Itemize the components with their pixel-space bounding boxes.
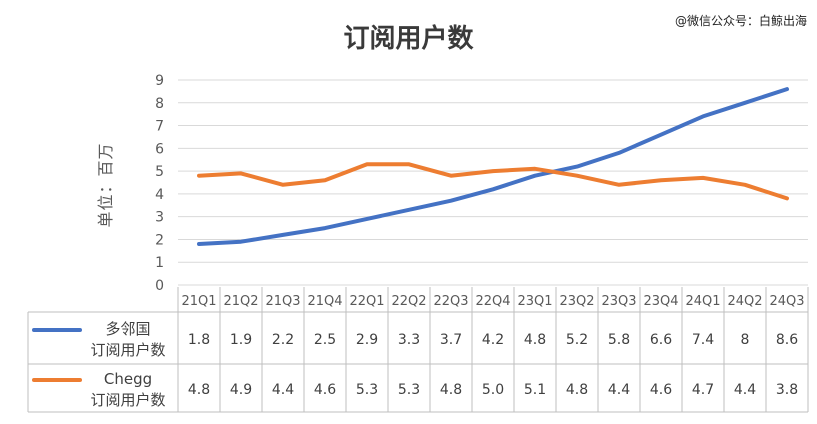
data-label: 5.1: [524, 382, 546, 398]
data-point: [408, 163, 410, 166]
data-label: 4.8: [440, 382, 462, 398]
data-label: 8: [741, 332, 750, 348]
y-tick-label: 4: [155, 187, 164, 203]
x-tick-label: 21Q1: [181, 294, 216, 309]
x-tick-label: 24Q2: [727, 294, 762, 309]
data-point: [366, 163, 368, 166]
x-tick-label: 21Q3: [265, 294, 300, 309]
data-label: 5.8: [608, 332, 630, 348]
data-label: 1.9: [230, 332, 252, 348]
y-tick-label: 5: [155, 164, 164, 180]
chart-title: 订阅用户数: [343, 24, 474, 54]
data-point: [660, 133, 662, 136]
data-point: [324, 179, 326, 182]
data-point: [492, 188, 494, 191]
data-point: [408, 209, 410, 211]
data-label: 1.8: [188, 332, 210, 348]
legend-label: 订阅用户数: [90, 391, 165, 409]
y-tick-label: 3: [155, 210, 164, 226]
data-label: 2.5: [314, 332, 336, 348]
data-label: 2.2: [272, 332, 294, 348]
data-point: [786, 88, 788, 90]
data-point: [534, 174, 536, 177]
x-tick-label: 22Q1: [349, 294, 384, 309]
data-point: [534, 168, 536, 170]
data-point: [744, 101, 746, 104]
data-label: 4.2: [482, 332, 504, 348]
data-point: [576, 165, 578, 168]
legend-label: 订阅用户数: [90, 341, 165, 359]
data-label: 4.8: [188, 382, 210, 398]
data-label: 7.4: [692, 332, 714, 348]
data-label: 4.9: [230, 382, 252, 398]
data-point: [198, 174, 200, 177]
series-line-1: [197, 87, 789, 246]
data-point: [660, 179, 662, 182]
y-tick-label: 1: [155, 255, 164, 271]
data-label: 4.8: [524, 332, 546, 348]
data-point: [282, 234, 284, 236]
data-label: 4.6: [650, 382, 672, 398]
y-tick-label: 9: [155, 73, 164, 89]
data-label: 3.3: [398, 332, 420, 348]
data-point: [324, 227, 326, 229]
x-tick-label: 22Q4: [475, 294, 510, 309]
x-tick-label: 23Q3: [601, 294, 636, 309]
x-tick-label: 24Q3: [769, 294, 804, 309]
x-tick-label: 23Q2: [559, 294, 594, 309]
data-label: 3.8: [776, 382, 798, 398]
data-point: [576, 174, 578, 177]
x-tick-label: 24Q1: [685, 294, 720, 309]
data-label: 4.8: [566, 382, 588, 398]
legend-label: Chegg: [104, 370, 152, 388]
data-point: [618, 183, 620, 186]
y-tick-label: 7: [155, 119, 164, 135]
x-tick-label: 23Q1: [517, 294, 552, 309]
watermark: @微信公众号：白鲸出海: [674, 14, 807, 28]
data-label: 4.7: [692, 382, 714, 398]
data-point: [744, 183, 746, 186]
data-point: [366, 218, 368, 220]
data-label: 5.2: [566, 332, 588, 348]
data-point: [240, 172, 242, 175]
data-point: [492, 170, 494, 172]
data-point: [282, 183, 284, 186]
data-point: [702, 177, 704, 179]
data-label: 5.3: [356, 382, 378, 398]
data-label: 6.6: [650, 332, 672, 348]
data-point: [702, 115, 704, 118]
data-label: 5.0: [482, 382, 504, 398]
x-tick-label: 21Q2: [223, 294, 258, 309]
data-point: [240, 240, 242, 243]
legend-label: 多邻国: [105, 320, 150, 338]
y-tick-label: 0: [155, 278, 164, 294]
y-tick-label: 6: [155, 141, 164, 157]
data-point: [198, 243, 200, 245]
y-tick-label: 8: [155, 96, 164, 112]
data-label: 3.7: [440, 332, 462, 348]
data-point: [618, 152, 620, 154]
data-label: 4.6: [314, 382, 336, 398]
x-tick-label: 22Q3: [433, 294, 468, 309]
data-point: [450, 199, 452, 202]
data-label: 2.9: [356, 332, 378, 348]
data-label: 4.4: [734, 382, 756, 398]
x-tick-label: 21Q4: [307, 294, 342, 309]
data-label: 8.6: [776, 332, 798, 348]
series-line-2: [197, 162, 789, 201]
data-label: 4.4: [608, 382, 630, 398]
data-label: 4.4: [272, 382, 294, 398]
data-point: [450, 174, 452, 177]
x-tick-label: 22Q2: [391, 294, 426, 309]
x-tick-label: 23Q4: [643, 294, 678, 309]
data-label: 5.3: [398, 382, 420, 398]
y-tick-label: 2: [155, 232, 164, 248]
data-point: [786, 197, 788, 200]
